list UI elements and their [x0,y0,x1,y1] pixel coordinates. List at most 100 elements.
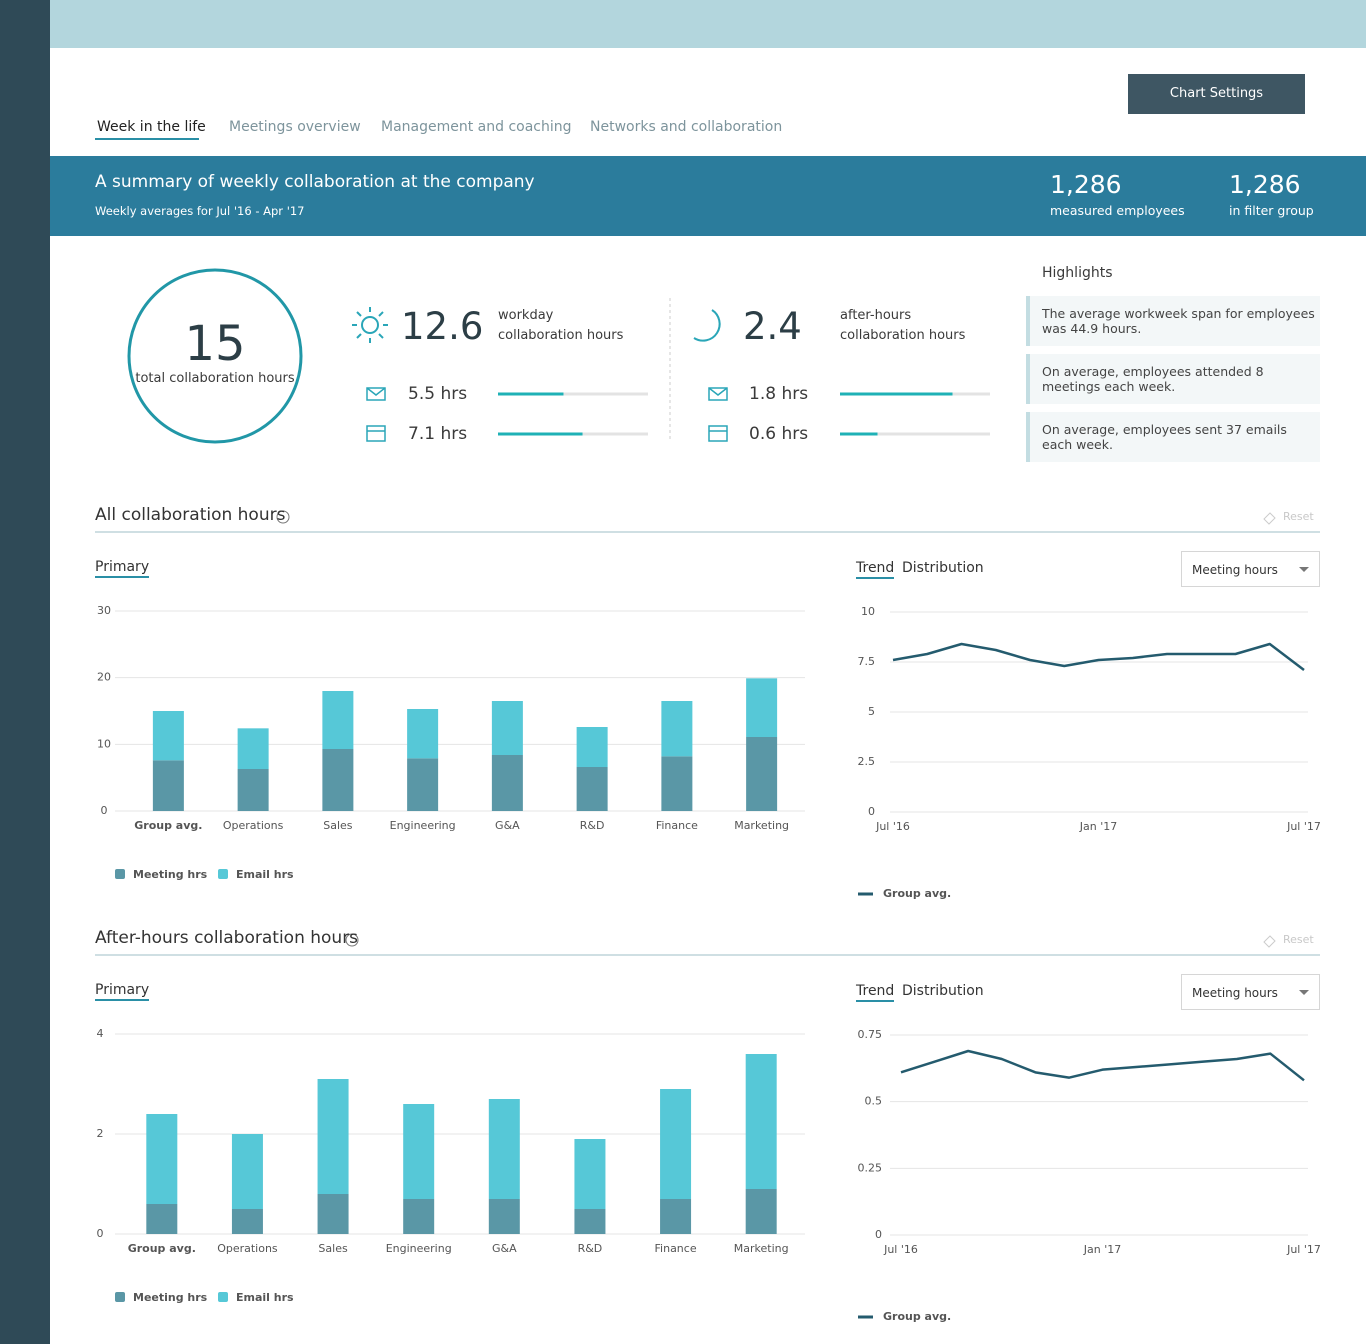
kpi-label: after-hours [840,308,912,323]
legend-label: Email hrs [236,868,294,881]
bar-segment [231,1209,263,1234]
row-value: 5.5 hrs [408,384,468,404]
nav-tab[interactable]: Management and coaching [381,119,572,135]
reset[interactable]: Reset [1283,933,1314,946]
bar-segment [576,727,608,767]
y-tick-label: 30 [97,604,111,617]
nav-tab[interactable]: Week in the life [97,119,206,135]
y-tick-label: 0 [97,1227,104,1240]
distribution-tab[interactable]: Distribution [902,983,984,999]
y-tick-label: 4 [97,1027,104,1040]
legend-swatch [115,869,125,879]
banner-title: A summary of weekly collaboration at the… [95,172,535,192]
reset[interactable]: Reset [1283,510,1314,523]
legend-label: Meeting hrs [133,1291,208,1304]
y-tick-label: 10 [861,605,875,618]
sun-icon [352,307,388,343]
legend-label: Group avg. [883,887,951,900]
row-value: 1.8 hrs [749,384,809,404]
bar-segment [231,1134,263,1209]
trend-tab[interactable]: Trend [856,983,895,1002]
bar-segment [574,1209,606,1234]
banner-subtitle: Weekly averages for Jul '16 - Apr '17 [95,204,305,218]
y-tick-label: 0.75 [858,1028,883,1041]
y-tick-label: 0 [868,805,875,818]
bar-segment [746,678,778,737]
row-icons [366,387,728,442]
x-tick-label: Marketing [734,819,789,832]
kpi-label: workday [498,308,554,323]
x-tick-label: Operations [217,1242,278,1255]
dropdown[interactable]: Meeting hours [1181,974,1320,1010]
bar-segment [661,756,693,811]
bar-segment [237,728,269,769]
distribution-tab[interactable]: Distribution [902,560,984,576]
y-tick-label: 0 [875,1228,882,1241]
bar-segment [237,769,269,811]
x-tick-label: Marketing [734,1242,789,1255]
bar-segment [661,701,693,757]
kpi-value: 2.4 [743,305,802,348]
x-tick-label: Group avg. [128,1242,196,1255]
legend-label: Group avg. [883,1310,951,1323]
trend-tab[interactable]: Trend [856,560,895,579]
x-tick-label: Jul '17 [1286,820,1321,833]
chart-settings-button[interactable]: Chart Settings [1128,74,1305,114]
dropdown[interactable]: Meeting hours [1181,551,1320,587]
x-tick-label: Sales [323,819,353,832]
highlight-card: On average, employees attended 8 meeting… [1026,354,1320,404]
nav-tab[interactable]: Networks and collaboration [590,119,783,135]
x-tick-label: Sales [318,1242,348,1255]
primary-tab[interactable]: Primary [95,559,150,578]
bar-segment [317,1194,349,1234]
bar-segment [317,1079,349,1194]
y-tick-label: 2.5 [858,755,876,768]
primary-tab[interactable]: Primary [95,982,150,1001]
bar-segment [407,758,439,811]
info-icon [345,933,359,947]
x-tick-label: Finance [655,1242,697,1255]
kpi-value: 12.6 [401,305,484,348]
x-tick-label: G&A [492,1242,517,1255]
info-icon [276,510,290,524]
top-bar [50,0,1366,48]
highlight-card: On average, employees sent 37 emails eac… [1026,412,1320,462]
bar-segment [660,1089,692,1199]
y-tick-label: 2 [97,1127,104,1140]
bar-segment [574,1139,606,1209]
row-value: 0.6 hrs [749,424,809,444]
bar-segment [746,737,778,811]
y-tick-label: 0 [101,804,108,817]
total-label: total collaboration hours [135,371,295,386]
total-value: 15 [184,316,246,372]
bar-segment [491,701,523,755]
y-tick-label: 0.25 [858,1161,883,1174]
x-tick-label: Jan '17 [1083,1243,1121,1256]
nav-tab[interactable]: Meetings overview [229,119,361,135]
progress-bar [498,432,583,436]
bar-segment [576,767,608,811]
y-tick-label: 5 [868,705,875,718]
progress-track [840,432,990,436]
y-tick-label: 20 [97,671,111,684]
active-tab-underline [95,138,199,140]
bar-segment [660,1199,692,1234]
sidebar [0,0,50,1344]
bar-segment [745,1189,777,1234]
y-tick-label: 0.5 [865,1095,883,1108]
section-title: After-hours collaboration hours [95,928,359,948]
bar-segment [488,1099,520,1199]
stat-label: measured employees [1050,203,1185,218]
highlight-card: The average workweek span for employees … [1026,296,1320,346]
eraser-icon [1263,512,1276,525]
moon-icon [693,309,721,342]
x-tick-label: Group avg. [134,819,202,832]
bar-segment [403,1104,435,1199]
bar-segment [745,1054,777,1189]
stat-label: in filter group [1229,203,1314,218]
x-tick-label: Jan '17 [1079,820,1117,833]
button-label: Chart Settings [1169,86,1264,101]
progress-bar [840,392,953,396]
